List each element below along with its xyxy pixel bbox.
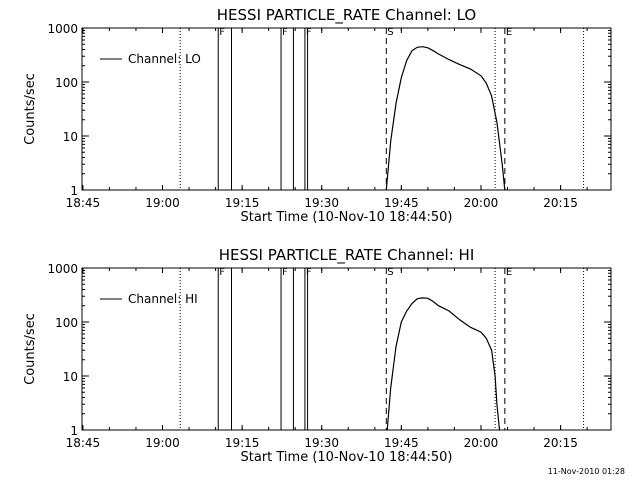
x-tick-label: 19:30	[304, 436, 339, 450]
legend-label: Channel: LO	[128, 52, 201, 66]
x-tick-label: 20:00	[464, 436, 499, 450]
x-tick-label: 19:15	[225, 196, 260, 210]
x-tick-label: 20:00	[464, 196, 499, 210]
x-axis-label: Start Time (10-Nov-10 18:44:50)	[241, 450, 453, 465]
event-marker-label: F	[282, 27, 288, 38]
event-marker-label: E	[506, 27, 512, 38]
y-tick-label: 1	[70, 184, 78, 198]
chart-title: HESSI PARTICLE_RATE Channel: HI	[219, 246, 475, 265]
y-tick-label: 100	[55, 76, 78, 90]
x-tick-label: 19:00	[145, 196, 180, 210]
event-marker-label: F	[306, 27, 312, 38]
x-tick-label: 19:45	[384, 436, 419, 450]
x-tick-label: 19:00	[145, 436, 180, 450]
x-tick-label: 19:15	[225, 436, 260, 450]
event-marker-label: S	[387, 267, 393, 278]
event-marker-label: F	[282, 267, 288, 278]
event-marker-label: S	[387, 27, 393, 38]
y-axis-label: Counts/sec	[23, 313, 38, 385]
x-axis-label: Start Time (10-Nov-10 18:44:50)	[241, 210, 453, 225]
y-tick-label: 10	[63, 130, 78, 144]
plot-frame	[81, 27, 612, 191]
x-tick-label: 19:45	[384, 196, 419, 210]
series-line	[385, 46, 506, 191]
plot-frame	[81, 267, 612, 431]
y-tick-label: 1000	[47, 22, 78, 36]
series-line	[386, 297, 501, 431]
y-tick-label: 10	[63, 370, 78, 384]
x-tick-label: 18:45	[66, 436, 101, 450]
x-tick-label: 18:45	[66, 196, 101, 210]
panel-lo: HESSI PARTICLE_RATE Channel: LO 18:45 19:0…	[23, 6, 612, 225]
y-axis-label: Counts/sec	[23, 73, 38, 145]
event-marker-label: F	[219, 27, 225, 38]
event-marker-label: E	[506, 267, 512, 278]
event-marker-label: F	[306, 267, 312, 278]
y-tick-label: 100	[55, 316, 78, 330]
chart-title: HESSI PARTICLE_RATE Channel: LO	[217, 6, 476, 25]
x-tick-label: 19:30	[304, 196, 339, 210]
x-tick-label: 20:15	[543, 196, 578, 210]
y-tick-label: 1	[70, 424, 78, 438]
event-marker-label: F	[219, 267, 225, 278]
legend-label: Channel: HI	[128, 292, 198, 306]
panel-hi: HESSI PARTICLE_RATE Channel: HI 18:45 19:0…	[23, 246, 612, 465]
x-tick-label: 20:15	[543, 436, 578, 450]
footer-timestamp: 11-Nov-2010 01:28	[548, 467, 625, 476]
y-tick-label: 1000	[47, 262, 78, 276]
